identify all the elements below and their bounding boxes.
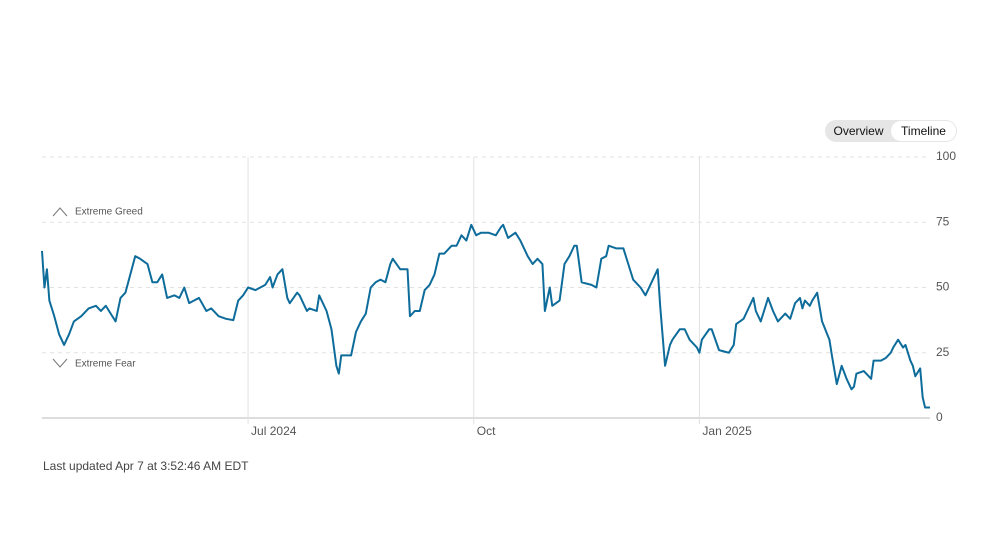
x-tick-label: Jan 2025 xyxy=(702,424,752,438)
y-tick-label: 50 xyxy=(936,280,950,294)
toggle-option[interactable]: Overview xyxy=(833,124,884,138)
y-tick-label: 25 xyxy=(936,345,950,359)
x-tick-label: Oct xyxy=(477,424,496,438)
line xyxy=(41,223,930,409)
annotation: Extreme Greed xyxy=(75,207,143,218)
greed-icon xyxy=(52,207,68,217)
y-tick-label: 0 xyxy=(936,410,943,424)
annotation: Extreme Fear xyxy=(75,359,136,370)
toggle-option[interactable]: Timeline xyxy=(891,121,956,141)
y-tick-label: 75 xyxy=(936,214,950,228)
x-tick-label: Jul 2024 xyxy=(251,424,297,438)
view-toggle: Overview Timeline xyxy=(825,120,957,142)
y-tick-label: 100 xyxy=(936,149,956,163)
fear-icon xyxy=(52,358,68,368)
last-updated: Last updated Apr 7 at 3:52:46 AM EDT xyxy=(43,459,249,473)
